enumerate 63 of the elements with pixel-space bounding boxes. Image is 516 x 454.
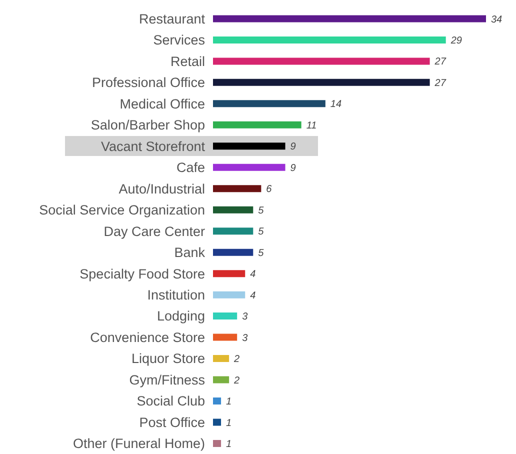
bar bbox=[213, 142, 286, 150]
y-tick-label: Services bbox=[153, 32, 206, 48]
data-label: 2 bbox=[233, 375, 240, 386]
data-label: 4 bbox=[250, 269, 256, 280]
bar bbox=[213, 334, 238, 341]
bar bbox=[213, 228, 254, 235]
bar bbox=[213, 164, 286, 171]
bar bbox=[213, 121, 302, 128]
y-tick-label: Medical Office bbox=[120, 96, 205, 112]
data-label: 9 bbox=[290, 162, 296, 174]
y-tick-label: Day Care Center bbox=[104, 224, 206, 239]
bar bbox=[213, 270, 246, 278]
data-label: 2 bbox=[233, 354, 240, 366]
data-label: 5 bbox=[258, 226, 264, 238]
bar bbox=[213, 355, 230, 362]
y-tick-label: Restaurant bbox=[138, 11, 206, 26]
y-tick-label: Auto/Industrial bbox=[118, 181, 205, 196]
y-tick-label: Other (Funeral Home) bbox=[72, 436, 205, 452]
data-label: 4 bbox=[250, 290, 256, 302]
data-label: 3 bbox=[242, 332, 248, 344]
data-label: 9 bbox=[290, 142, 296, 153]
bar bbox=[213, 58, 430, 65]
y-tick-label: Institution bbox=[147, 288, 205, 303]
bar bbox=[213, 185, 262, 192]
bar bbox=[213, 36, 446, 44]
y-tick-label: Lodging bbox=[156, 308, 205, 324]
data-label: 1 bbox=[226, 418, 232, 429]
data-label: 1 bbox=[226, 396, 232, 408]
bar bbox=[213, 78, 430, 86]
bar bbox=[213, 440, 222, 447]
data-label: 34 bbox=[491, 14, 503, 26]
bar bbox=[213, 100, 326, 108]
bar bbox=[213, 291, 246, 298]
bar bbox=[213, 398, 222, 405]
data-label: 6 bbox=[266, 184, 272, 196]
data-label: 3 bbox=[242, 312, 248, 323]
bar bbox=[213, 15, 486, 22]
bar bbox=[213, 206, 254, 214]
data-label: 27 bbox=[434, 56, 446, 68]
bar bbox=[213, 376, 230, 384]
y-tick-label: Social Club bbox=[136, 394, 205, 409]
bar bbox=[213, 312, 238, 320]
data-label: 11 bbox=[306, 120, 317, 132]
data-label: 5 bbox=[258, 205, 264, 216]
bar bbox=[213, 248, 254, 256]
y-tick-label: Salon/Barber Shop bbox=[90, 118, 205, 133]
y-tick-label: Liquor Store bbox=[131, 351, 205, 366]
y-tick-label: Professional Office bbox=[92, 75, 205, 90]
data-label: 1 bbox=[226, 439, 232, 450]
data-label: 5 bbox=[258, 248, 264, 259]
y-tick-label: Post Office bbox=[139, 414, 205, 430]
y-tick-label: Social Service Organization bbox=[39, 202, 205, 218]
y-tick-label: Specialty Food Store bbox=[80, 266, 205, 282]
y-tick-label: Gym/Fitness bbox=[129, 372, 206, 388]
y-tick-label: Bank bbox=[174, 245, 206, 260]
y-tick-label: Vacant Storefront bbox=[100, 138, 206, 154]
data-label: 29 bbox=[450, 36, 462, 47]
data-label: 14 bbox=[330, 99, 342, 110]
bar bbox=[213, 418, 222, 426]
y-tick-label: Convenience Store bbox=[90, 330, 205, 345]
data-label: 27 bbox=[434, 78, 446, 89]
y-tick-label: Retail bbox=[170, 54, 205, 69]
y-tick-label: Cafe bbox=[176, 160, 205, 176]
